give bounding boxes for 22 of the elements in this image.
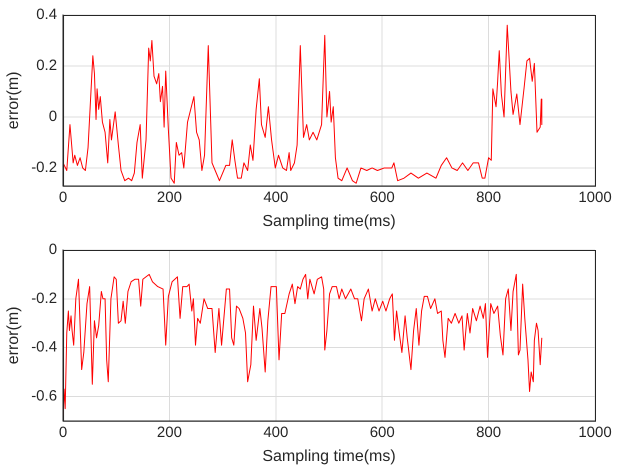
y-tick-label: 0.2 [36, 57, 58, 74]
x-tick-label: 600 [370, 188, 395, 206]
x-tick-label: 800 [476, 424, 502, 441]
x-tick-label: 200 [156, 188, 182, 206]
x-axis-title: Sampling time(ms) [262, 448, 396, 465]
x-tick-label: 400 [263, 188, 288, 206]
y-tick-label: -0.4 [31, 338, 58, 356]
y-tick-label: 0 [48, 108, 58, 126]
x-tick-label: 1000 [578, 188, 612, 206]
y-tick-label: -0.2 [31, 159, 58, 176]
x-axis-title: Sampling time(ms) [262, 212, 396, 230]
y-tick-label: -0.2 [31, 290, 58, 307]
y-tick-label: -0.6 [31, 388, 58, 405]
y-axis-title: error(m) [5, 72, 22, 130]
x-tick-label: 800 [476, 188, 502, 206]
x-tick-label: 400 [263, 424, 288, 441]
y-tick-label: 0 [48, 241, 58, 258]
x-tick-label: 200 [156, 424, 182, 441]
y-tick-label: 0.4 [36, 6, 58, 24]
x-tick-label: 1000 [578, 424, 612, 441]
x-tick-label: 600 [370, 424, 395, 441]
y-axis-title: error(m) [5, 306, 22, 364]
